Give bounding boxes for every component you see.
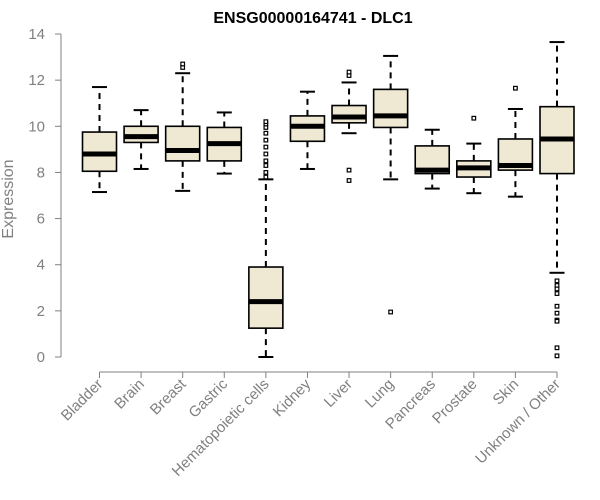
y-axis: 0 2 4 6 8 10 12 14 <box>28 26 62 366</box>
x-tick-label: Kidney <box>270 375 315 420</box>
box-pancreas <box>414 128 451 190</box>
outlier-point <box>263 119 269 125</box>
y-tick-label: 10 <box>28 118 45 135</box>
outlier-point <box>388 309 394 315</box>
y-tick-label: 14 <box>28 26 45 43</box>
outlier-point <box>263 163 269 168</box>
box-prostate <box>456 115 492 195</box>
y-tick-label: 0 <box>37 349 45 366</box>
box-lung <box>372 54 409 315</box>
outlier-point <box>554 291 560 296</box>
outlier-point <box>346 167 352 173</box>
box-skin <box>497 85 534 198</box>
y-tick-label: 2 <box>37 303 45 320</box>
box-brain <box>123 109 159 170</box>
outlier-point <box>554 353 560 359</box>
outlier-point <box>263 170 269 175</box>
y-tick-label: 4 <box>37 257 45 274</box>
box-liver <box>331 69 367 183</box>
outlier-point <box>346 69 352 75</box>
y-axis-title: Expression <box>0 159 17 238</box>
box-hematopoietic-cells <box>248 119 284 358</box>
outlier-point <box>263 158 269 164</box>
iqr-box <box>372 88 409 129</box>
x-tick-label: Liver <box>321 376 356 411</box>
x-tick-label: Prostate <box>429 376 481 428</box>
iqr-box <box>248 266 284 329</box>
outlier-point <box>554 278 560 284</box>
x-tick-label: Bladder <box>58 376 107 425</box>
y-tick-label: 12 <box>28 72 45 89</box>
iqr-box <box>164 125 201 162</box>
box-breast <box>164 61 201 192</box>
outlier-point <box>554 303 560 309</box>
iqr-box <box>331 104 367 124</box>
x-tick-label: Skin <box>490 376 523 409</box>
outlier-point <box>471 115 477 121</box>
outlier-point <box>346 178 352 183</box>
outlier-point <box>263 137 269 143</box>
outlier-point <box>513 85 518 91</box>
outlier-point <box>263 144 269 150</box>
box-unknown-other <box>539 41 575 359</box>
box-gastric <box>206 111 243 175</box>
outlier-point <box>554 286 560 292</box>
box-kidney <box>289 90 326 170</box>
x-tick-label: Breast <box>147 375 190 418</box>
x-tick-label: Lung <box>362 376 398 412</box>
outlier-point <box>263 130 269 136</box>
outlier-point <box>554 345 560 351</box>
outlier-point <box>180 61 186 67</box>
y-tick-label: 6 <box>37 211 45 228</box>
outlier-point <box>263 151 269 157</box>
chart-title: ENSG00000164741 - DLC1 <box>213 10 412 27</box>
outlier-point <box>554 310 560 316</box>
x-tick-label: Brain <box>111 376 148 413</box>
outlier-point <box>554 318 560 324</box>
boxes-group <box>81 41 575 359</box>
y-tick-label: 8 <box>37 164 45 181</box>
outlier-point <box>263 174 269 180</box>
box-bladder <box>81 86 118 194</box>
